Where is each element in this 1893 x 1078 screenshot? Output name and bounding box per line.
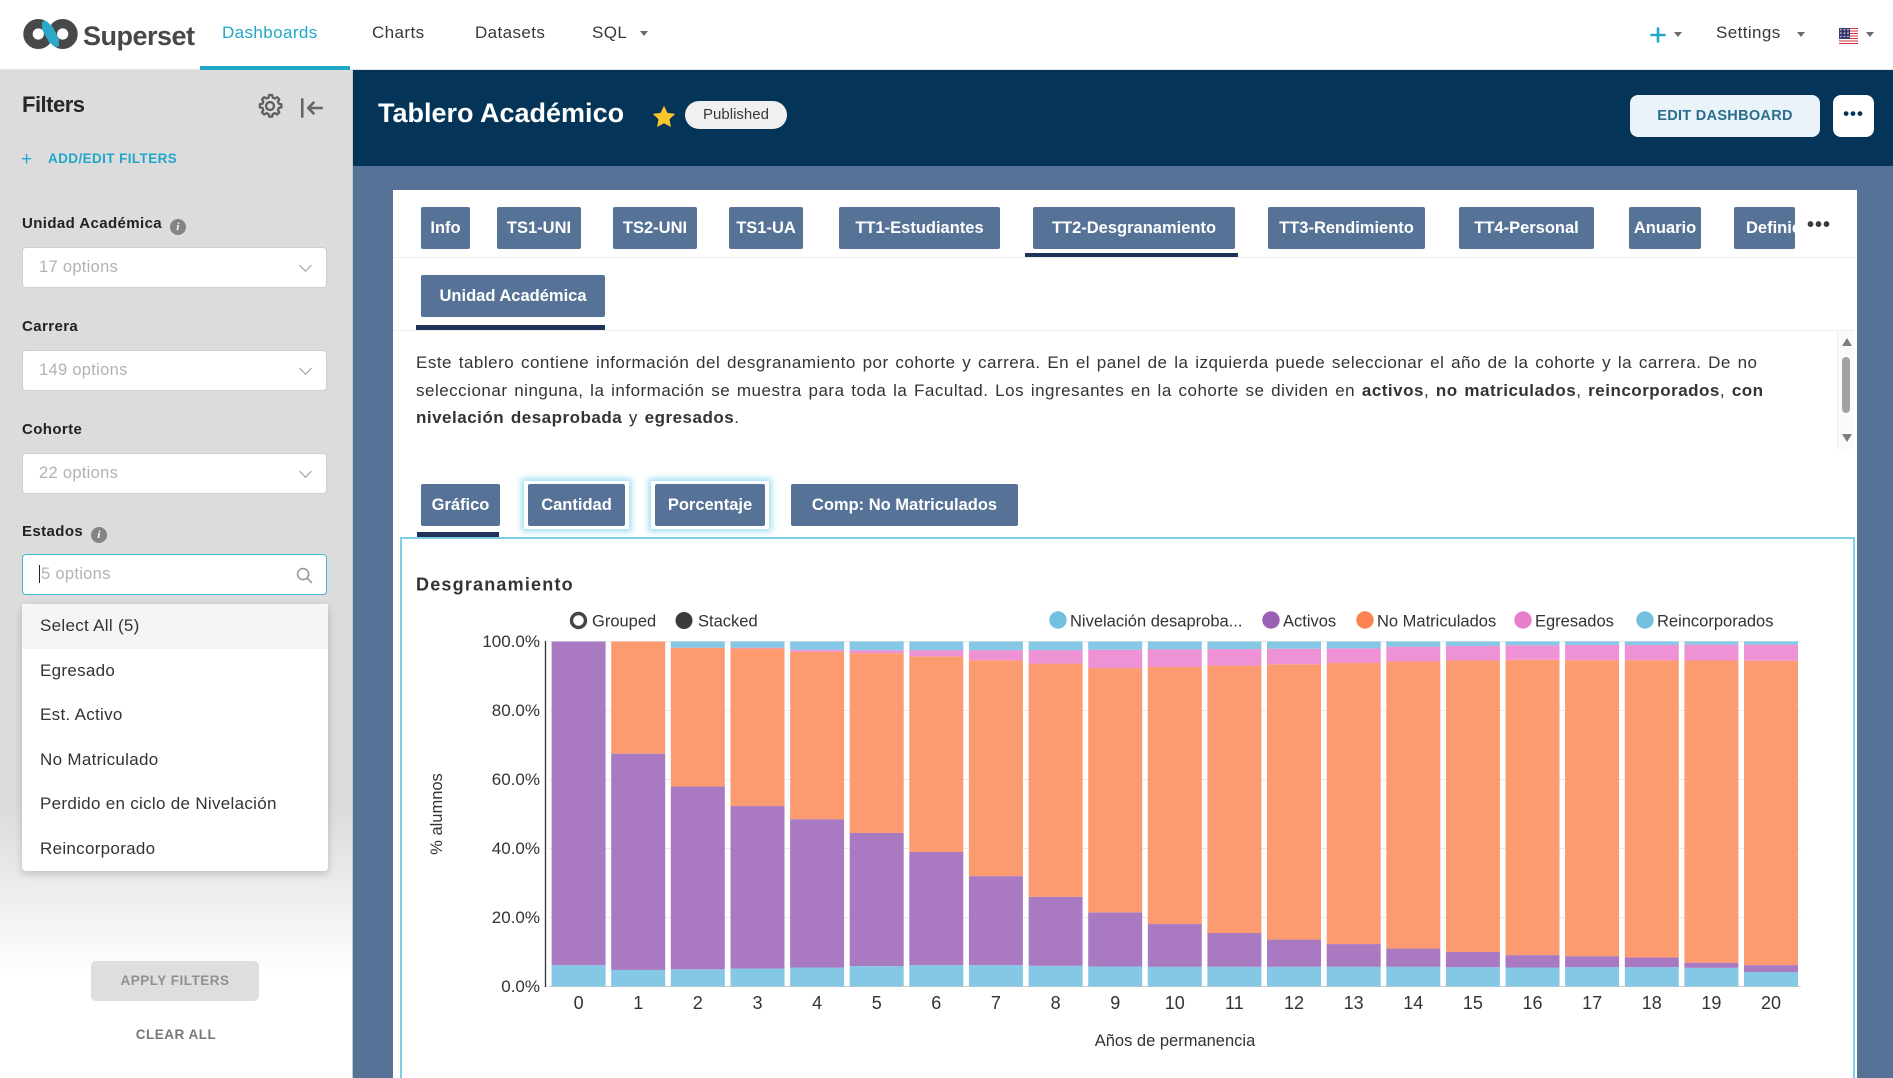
svg-text:5: 5 — [871, 993, 881, 1013]
svg-text:Stacked: Stacked — [698, 612, 758, 630]
svg-text:3: 3 — [752, 993, 762, 1013]
svg-text:14: 14 — [1403, 993, 1423, 1013]
svg-text:12: 12 — [1283, 993, 1303, 1013]
svg-text:100.0%: 100.0% — [482, 632, 540, 651]
svg-text:9: 9 — [1110, 993, 1120, 1013]
svg-text:80.0%: 80.0% — [491, 701, 539, 720]
svg-text:2: 2 — [692, 993, 702, 1013]
svg-text:Egresados: Egresados — [1535, 612, 1614, 630]
svg-text:13: 13 — [1343, 993, 1363, 1013]
svg-text:19: 19 — [1701, 993, 1721, 1013]
svg-text:Reincorporados: Reincorporados — [1657, 612, 1773, 630]
svg-text:No Matriculados: No Matriculados — [1377, 612, 1496, 630]
svg-text:40.0%: 40.0% — [491, 839, 539, 858]
svg-text:0: 0 — [573, 993, 583, 1013]
svg-text:17: 17 — [1582, 993, 1602, 1013]
svg-text:7: 7 — [990, 993, 1000, 1013]
svg-text:15: 15 — [1462, 993, 1482, 1013]
svg-text:6: 6 — [931, 993, 941, 1013]
svg-text:16: 16 — [1522, 993, 1542, 1013]
svg-text:11: 11 — [1225, 993, 1244, 1013]
svg-text:1: 1 — [633, 993, 643, 1013]
svg-text:% alumnos: % alumnos — [428, 773, 446, 855]
svg-text:Activos: Activos — [1283, 612, 1336, 630]
svg-text:20.0%: 20.0% — [491, 908, 539, 927]
svg-text:Nivelación desaproba...: Nivelación desaproba... — [1070, 612, 1242, 630]
svg-text:Años de permanencia: Años de permanencia — [1094, 1032, 1255, 1050]
svg-text:Desgranamiento: Desgranamiento — [416, 574, 574, 594]
svg-text:0.0%: 0.0% — [501, 977, 540, 996]
svg-text:4: 4 — [812, 993, 822, 1013]
svg-text:20: 20 — [1760, 993, 1780, 1013]
svg-text:Grouped: Grouped — [592, 612, 656, 630]
svg-text:60.0%: 60.0% — [491, 770, 539, 789]
svg-text:18: 18 — [1641, 993, 1661, 1013]
svg-text:8: 8 — [1050, 993, 1060, 1013]
svg-text:10: 10 — [1164, 993, 1184, 1013]
